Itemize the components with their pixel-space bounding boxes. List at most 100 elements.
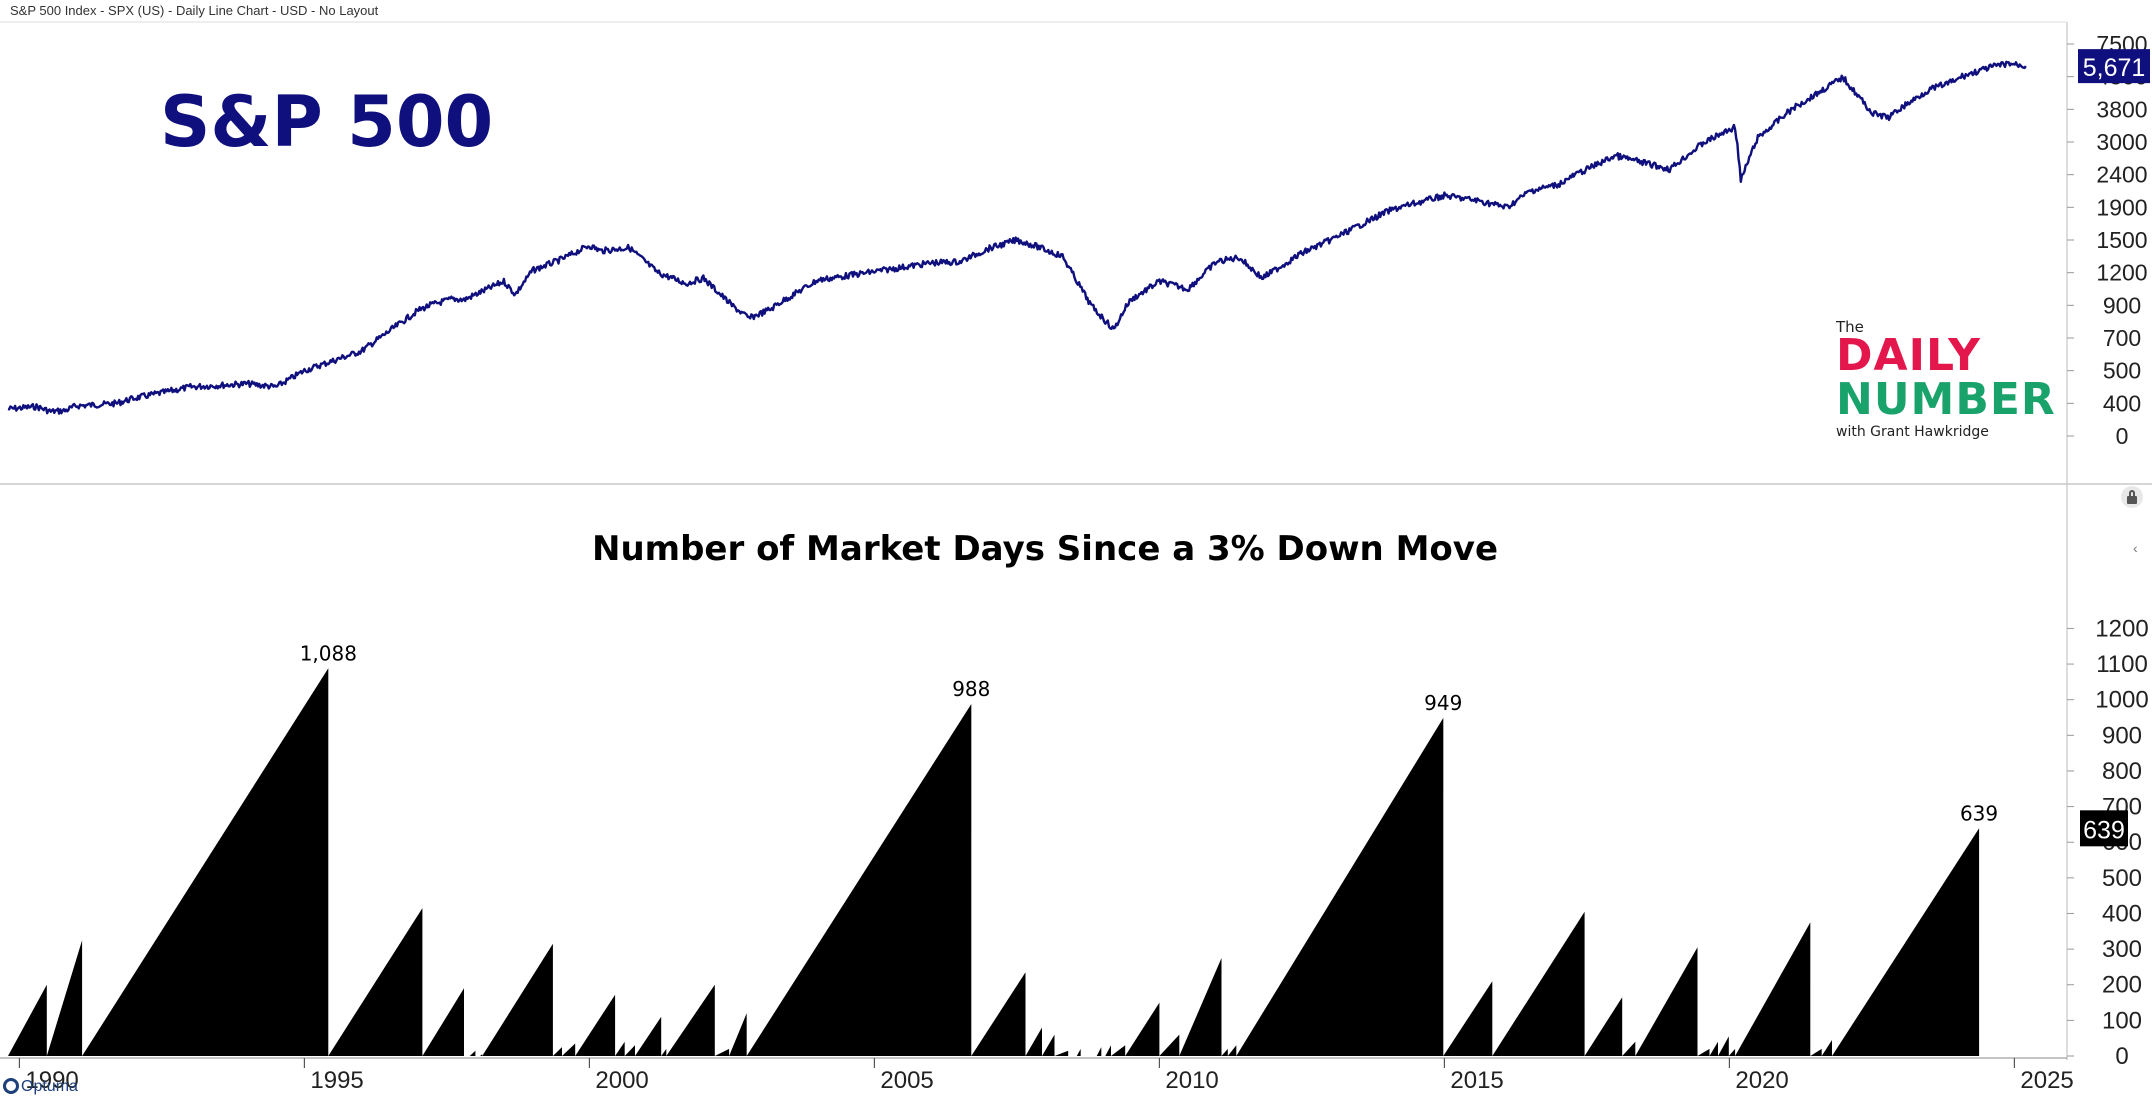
- x-tick-label: 2000: [595, 1067, 648, 1094]
- count-area-segment: [1159, 1034, 1180, 1056]
- count-area-segment: [46, 940, 83, 1056]
- count-peak-label: 1,088: [300, 641, 357, 665]
- brand-with-grant: with Grant Hawkridge: [1836, 424, 1989, 440]
- count-tick-label: 300: [2102, 936, 2142, 963]
- count-area-segment: [480, 1054, 483, 1056]
- count-area-segment: [1096, 1047, 1102, 1056]
- count-area-segment: [1111, 1045, 1126, 1056]
- brand-daily: DAILY: [1836, 330, 1981, 381]
- count-area-segment: [469, 1050, 476, 1056]
- count-area-segment: [1236, 717, 1444, 1056]
- count-area-segment: [666, 984, 715, 1056]
- count-last-label: 639: [2083, 816, 2125, 844]
- count-chart-title: Number of Market Days Since a 3% Down Mo…: [592, 529, 1498, 569]
- count-peak-label: 639: [1960, 801, 1998, 825]
- optuma-logo-icon: [3, 1078, 19, 1094]
- x-axis: 1990 1995 2000 2005 2010 2015 2020 2025: [18, 1058, 2074, 1094]
- chevron-left-icon[interactable]: ‹: [2133, 540, 2138, 556]
- lock-icon[interactable]: [2121, 486, 2143, 508]
- chart-frame: [0, 21, 2152, 1060]
- price-tick-label: 700: [2103, 325, 2141, 351]
- count-tick-label: 1000: [2095, 687, 2148, 714]
- count-area-segment: [1584, 997, 1623, 1056]
- x-tick-label: 2015: [1450, 1067, 1503, 1094]
- price-series-line: [7, 60, 2027, 415]
- count-area-segment: [1227, 1045, 1237, 1056]
- price-tick-label: 1900: [2096, 194, 2147, 220]
- count-area-segment: [1718, 1036, 1729, 1056]
- x-tick-label: 2020: [1735, 1067, 1788, 1094]
- count-tick-label: 1200: [2095, 615, 2148, 642]
- price-chart-title: S&P 500: [160, 81, 493, 163]
- price-tick-label: 3800: [2096, 96, 2147, 122]
- count-peak-label: 988: [952, 677, 990, 701]
- count-tick-label: 800: [2102, 758, 2142, 785]
- count-area-segment: [714, 1048, 730, 1056]
- count-area-segment: [1042, 1034, 1055, 1056]
- count-area-segment: [1443, 981, 1493, 1056]
- price-tick-label: 900: [2103, 292, 2141, 318]
- price-tick-label: 0: [2116, 423, 2129, 449]
- count-area-segment: [1025, 1027, 1042, 1056]
- brand-number: NUMBER: [1836, 374, 2056, 425]
- count-area-segment: [328, 908, 423, 1056]
- count-tick-label: 200: [2102, 972, 2142, 999]
- x-tick-label: 2005: [880, 1067, 933, 1094]
- brand-the: The: [1836, 318, 1864, 336]
- count-area-segment: [562, 1043, 576, 1056]
- price-tick-label: 2400: [2096, 162, 2147, 188]
- count-last-badge: [2080, 810, 2128, 847]
- daily-number-logo: The DAILY NUMBER with Grant Hawkridge: [1836, 318, 2076, 446]
- price-tick-label: 3000: [2096, 129, 2147, 155]
- count-area-segment: [1054, 1050, 1069, 1056]
- count-area-segment: [1492, 911, 1585, 1056]
- count-area-segment: [1125, 1002, 1160, 1056]
- x-tick-label: 1995: [310, 1067, 363, 1094]
- count-area-segment: [82, 668, 329, 1056]
- count-area-segment: [1821, 1040, 1832, 1056]
- price-last-label: 5,671: [2083, 54, 2146, 82]
- count-area-segment: [422, 988, 464, 1056]
- price-tick-label: 1500: [2096, 227, 2147, 253]
- count-area-segment: [1076, 1048, 1081, 1056]
- count-area-segment: [1179, 958, 1222, 1056]
- count-area-segment: [615, 1041, 625, 1056]
- count-area-segment: [1221, 1048, 1228, 1056]
- x-tick-label: 2010: [1165, 1067, 1218, 1094]
- count-area-segment: [1709, 1041, 1718, 1056]
- count-tick-label: 100: [2102, 1007, 2142, 1034]
- count-area-segment: [635, 1016, 662, 1056]
- count-peak-label: 949: [1424, 691, 1462, 715]
- count-area-segment: [1728, 1048, 1736, 1056]
- watermark-text: Optuma: [21, 1078, 78, 1095]
- count-tick-label: 400: [2102, 900, 2142, 927]
- optuma-watermark: Optuma: [3, 1078, 95, 1098]
- count-tick-label: 0: [2115, 1043, 2128, 1070]
- count-area-segment: [746, 704, 972, 1056]
- x-tick-label: 1990: [25, 1067, 78, 1094]
- count-panel: 0100200300400500600700800900100011001200…: [8, 529, 2149, 1070]
- count-area-segment: [1105, 1045, 1111, 1056]
- count-area-segment: [729, 1013, 747, 1056]
- count-area-segment: [552, 1047, 562, 1056]
- price-tick-label: 500: [2103, 358, 2141, 384]
- count-area-segment: [1635, 947, 1698, 1056]
- chart-header-label: S&P 500 Index - SPX (US) - Daily Line Ch…: [10, 3, 379, 18]
- price-panel: 0400500700900120015001900240030003800480…: [7, 31, 2150, 449]
- count-tick-label: 1100: [2096, 651, 2148, 678]
- count-area-segment: [971, 972, 1026, 1056]
- count-area-segment: [624, 1045, 635, 1056]
- count-tick-label: 900: [2102, 722, 2142, 749]
- count-area-segment: [1622, 1041, 1636, 1056]
- price-tick-label: 1200: [2096, 260, 2147, 286]
- count-tick-label: 500: [2102, 865, 2142, 892]
- count-area-segment: [1810, 1048, 1822, 1056]
- count-area-segment: [575, 994, 616, 1056]
- count-area-segment: [1832, 828, 1980, 1056]
- price-last-badge: [2078, 49, 2150, 84]
- count-area-segment: [482, 943, 553, 1056]
- x-tick-label: 2025: [2020, 1067, 2073, 1094]
- count-area-segment: [1735, 922, 1811, 1056]
- count-area-segment: [661, 1048, 667, 1056]
